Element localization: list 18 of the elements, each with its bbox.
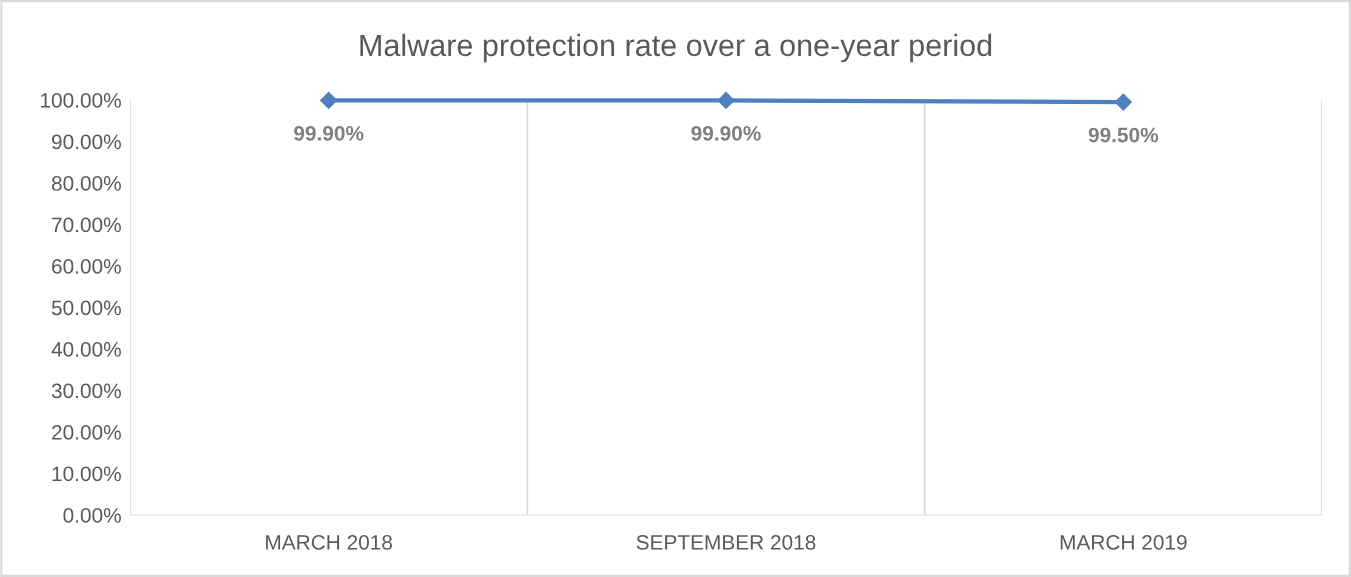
- y-tick-label: 10.00%: [52, 466, 121, 482]
- y-tick-label: 90.00%: [51, 134, 121, 150]
- x-tick-label: MARCH 2019: [1060, 534, 1187, 550]
- y-tick-label: 80.00%: [51, 176, 121, 191]
- x-tick-label: SEPTEMBER 2018: [636, 534, 816, 550]
- data-label: 99.90%: [691, 125, 761, 141]
- data-label: 99.50%: [1088, 127, 1159, 143]
- x-tick-label: MARCH 2018: [266, 534, 393, 550]
- chart-title: Malware protection rate over a one-year period: [360, 33, 992, 63]
- y-tick-label: 20.00%: [52, 425, 121, 440]
- y-tick-label: 0.00%: [63, 508, 121, 523]
- y-tick-label: 30.00%: [51, 383, 121, 399]
- y-tick-label: 100.00%: [41, 93, 121, 108]
- y-tick-label: 60.00%: [52, 259, 121, 274]
- y-tick-label: 50.00%: [51, 300, 121, 316]
- y-tick-label: 70.00%: [52, 217, 121, 233]
- y-tick-label: 40.00%: [51, 342, 121, 357]
- data-label: 99.90%: [294, 125, 364, 141]
